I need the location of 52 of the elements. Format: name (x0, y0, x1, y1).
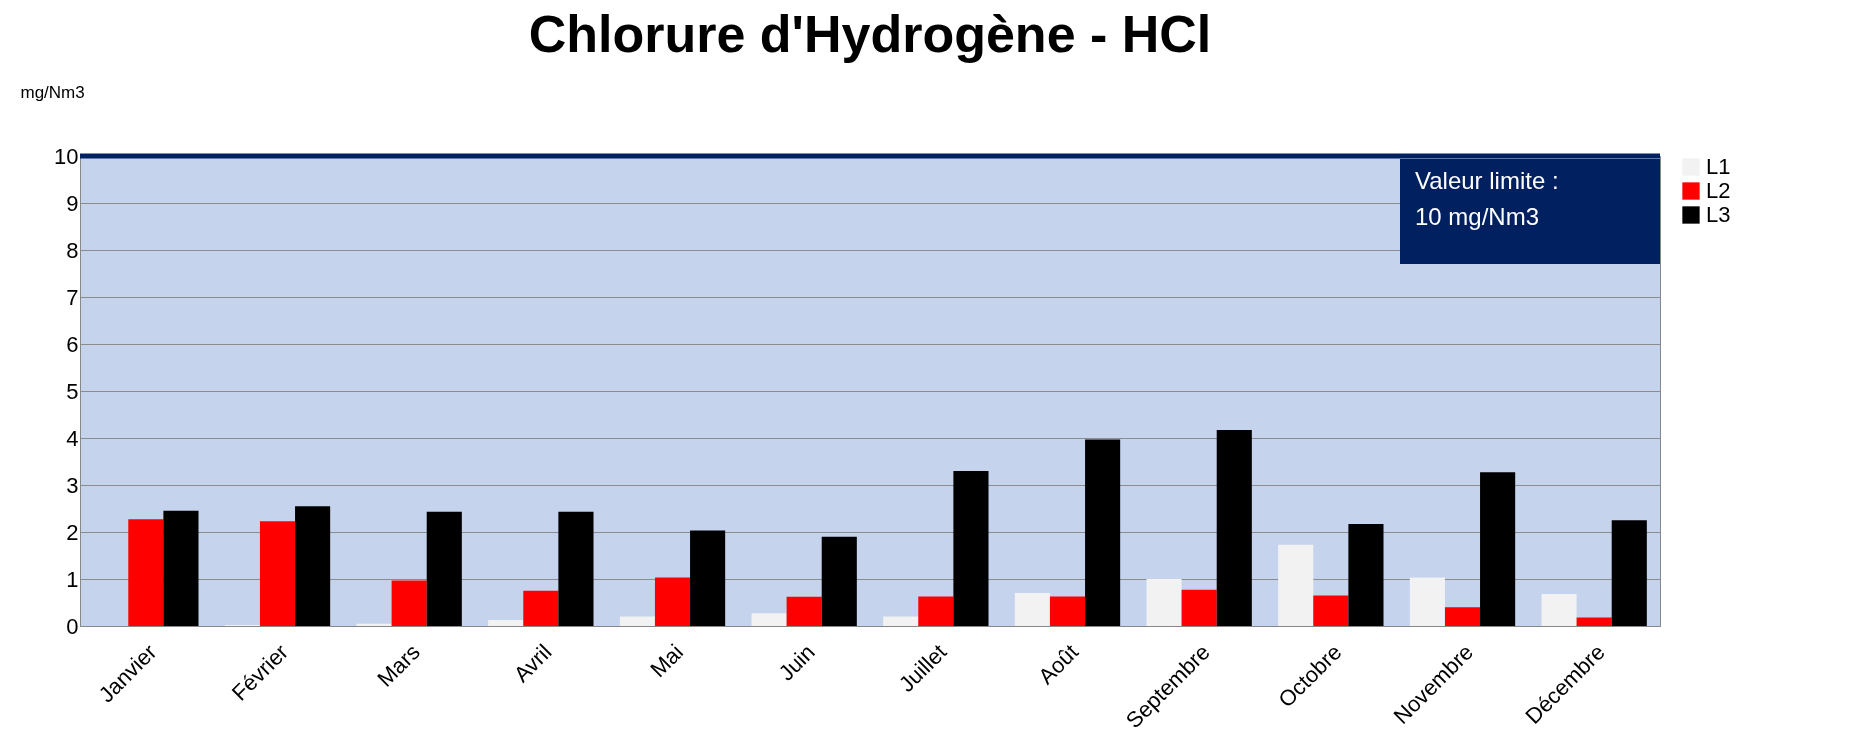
bar (295, 506, 331, 626)
bar (1278, 544, 1314, 626)
bar (259, 521, 296, 626)
bar (619, 616, 655, 626)
bar (163, 510, 199, 626)
y-tick-label: 2 (66, 519, 79, 545)
bar (558, 511, 594, 626)
bar (1576, 617, 1612, 626)
bar (1085, 439, 1121, 626)
bar (883, 616, 919, 626)
bar (654, 577, 691, 626)
y-tick-label: 7 (66, 284, 79, 310)
bar (751, 613, 787, 626)
y-tick-label: 5 (66, 378, 79, 404)
legend-label: L1 (1706, 154, 1731, 179)
bar (1049, 596, 1086, 626)
bar (1181, 589, 1217, 626)
bar (953, 470, 989, 626)
x-tick-label: Mai (645, 639, 689, 683)
y-tick-label: 4 (66, 425, 79, 451)
bar (690, 530, 726, 626)
legend-label: L2 (1706, 178, 1731, 203)
bar (523, 590, 559, 626)
bar (488, 619, 524, 626)
bar (426, 511, 462, 626)
bar (821, 536, 857, 626)
y-tick-label: 9 (66, 190, 79, 216)
bar (1541, 594, 1577, 626)
y-tick-label: 1 (66, 566, 79, 592)
bar (1146, 579, 1182, 626)
bar (1611, 520, 1647, 626)
bar (128, 519, 164, 626)
bar (391, 580, 427, 626)
y-tick-label: 3 (66, 472, 79, 498)
chart-title: Chlorure d'Hydrogène - HCl (528, 5, 1212, 63)
bar (1348, 524, 1384, 626)
y-axis-title: mg/Nm3 (20, 82, 85, 102)
y-tick-label: 6 (66, 331, 79, 357)
bar (918, 596, 954, 626)
bar (786, 596, 822, 626)
bar (1216, 430, 1252, 626)
y-tick-label: 8 (66, 237, 79, 263)
legend-label: L3 (1706, 202, 1731, 227)
y-tick-label: 0 (66, 613, 79, 639)
ref-line-label: Valeur limite : 10 mg/Nm3 (1415, 167, 1559, 230)
y-tick-label: 10 (54, 143, 79, 169)
x-tick-label: Juin (773, 639, 820, 686)
bar (1444, 607, 1481, 626)
bar (1480, 472, 1516, 626)
bar (1014, 593, 1050, 626)
bar (1313, 595, 1349, 626)
bar (1409, 577, 1445, 626)
